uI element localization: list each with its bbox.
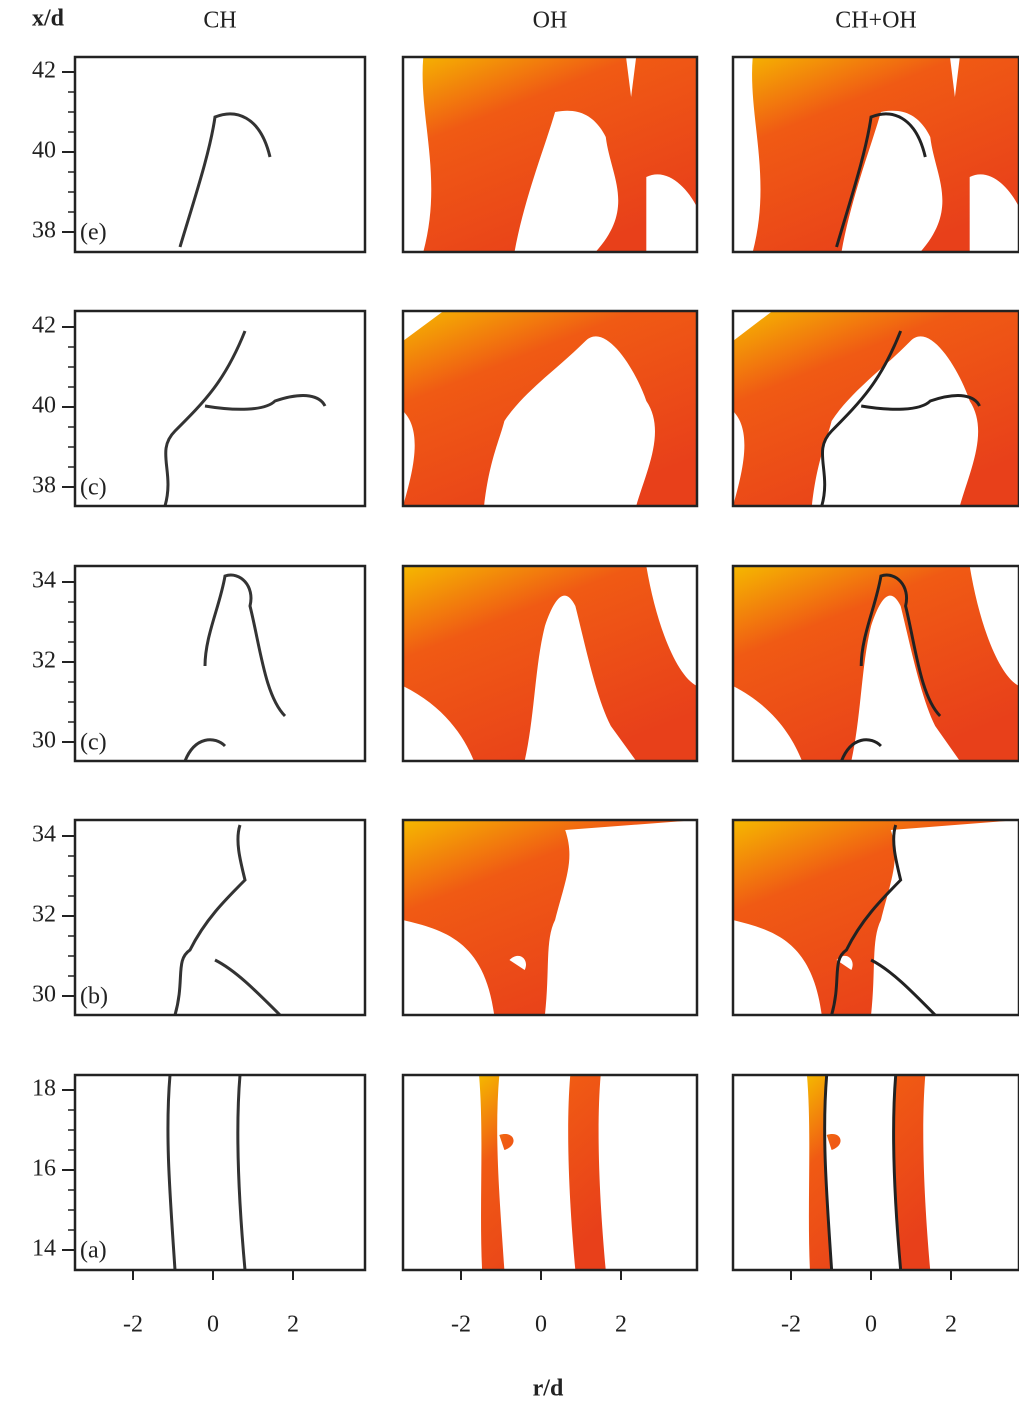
x-tick-label: 2 [945, 1312, 957, 1338]
y-tick-label: 32 [32, 902, 56, 928]
panel-image [733, 57, 1019, 252]
y-tick-label: 30 [32, 728, 56, 754]
panel-image [403, 311, 697, 506]
column-title: CH+OH [835, 8, 917, 34]
panel-bg [75, 1075, 365, 1270]
y-tick-label: 42 [32, 58, 56, 84]
panel-image [733, 311, 1019, 506]
y-tick-label: 38 [32, 473, 56, 499]
panel-label: (a) [80, 1238, 107, 1264]
x-tick-label: 2 [287, 1312, 299, 1338]
panel-image [733, 820, 1019, 1015]
panel-image [75, 820, 365, 1015]
panel-bg [403, 1075, 697, 1270]
panel-image [403, 566, 697, 761]
y-tick-label: 14 [32, 1236, 56, 1262]
panel-bg [75, 820, 365, 1015]
y-tick-label: 38 [32, 218, 56, 244]
panel-bg [75, 57, 365, 252]
panel-image [75, 566, 365, 761]
panel-image [75, 57, 365, 252]
y-tick-label: 18 [32, 1076, 56, 1102]
panel-image [733, 566, 1019, 761]
column-title: CH [203, 8, 236, 34]
y-tick-label: 30 [32, 982, 56, 1008]
panel-image [75, 1075, 365, 1270]
x-tick-label: -2 [123, 1312, 143, 1338]
y-tick-label: 40 [32, 393, 56, 419]
y-tick-label: 34 [32, 568, 56, 594]
panel-label: (c) [80, 730, 107, 756]
panel-label: (c) [80, 475, 107, 501]
x-tick-label: 0 [535, 1312, 547, 1338]
panel-label: (e) [80, 220, 107, 246]
y-tick-label: 16 [32, 1156, 56, 1182]
panel-image [733, 1075, 1019, 1270]
panel-image [403, 1075, 697, 1270]
x-axis-label: r/d [533, 1376, 564, 1402]
panel-bg [733, 1075, 1019, 1270]
figure: x/d r/d CH -2 0 2 OH -2 0 2 CH+OH -2 0 2 38 40 42 (e) 38… [0, 0, 1019, 1407]
x-tick-label: 0 [207, 1312, 219, 1338]
x-tick-label: 0 [865, 1312, 877, 1338]
panel-image [403, 820, 697, 1015]
y-tick-label: 42 [32, 313, 56, 339]
panel-image [403, 57, 697, 252]
y-tick-label: 34 [32, 822, 56, 848]
x-tick-label: -2 [451, 1312, 471, 1338]
column-title: OH [533, 8, 568, 34]
y-tick-label: 40 [32, 138, 56, 164]
x-tick-label: 2 [615, 1312, 627, 1338]
x-tick-label: -2 [781, 1312, 801, 1338]
panel-label: (b) [80, 984, 108, 1010]
y-tick-label: 32 [32, 648, 56, 674]
panel-image [75, 311, 365, 506]
y-axis-label: x/d [32, 6, 65, 32]
